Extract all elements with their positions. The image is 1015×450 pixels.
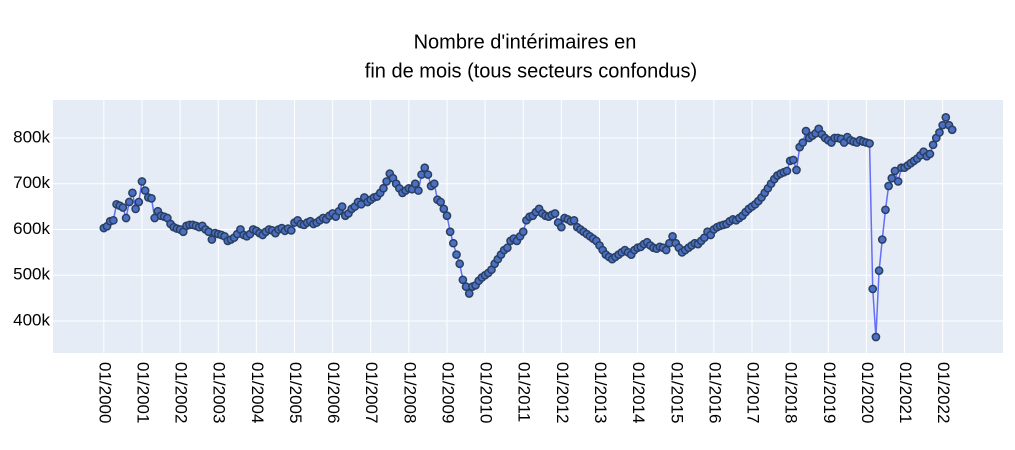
marker xyxy=(458,275,468,285)
marker xyxy=(118,203,128,212)
marker xyxy=(337,202,347,211)
marker xyxy=(455,259,465,269)
marker xyxy=(947,125,957,135)
y-tick-label: 600k xyxy=(13,219,50,238)
x-tick-label: 01/2011 xyxy=(515,362,534,422)
chart-title: Nombre d'intérimaires en xyxy=(414,31,637,53)
marker xyxy=(925,149,935,159)
marker xyxy=(865,139,874,148)
marker xyxy=(868,284,878,294)
marker xyxy=(557,222,566,232)
x-tick-label: 01/2012 xyxy=(553,362,572,423)
y-tick-label: 700k xyxy=(13,173,50,192)
marker xyxy=(569,215,579,225)
marker xyxy=(935,128,944,137)
marker xyxy=(109,215,118,225)
marker xyxy=(877,235,887,244)
marker xyxy=(445,227,455,237)
marker xyxy=(137,177,147,186)
x-tick-label: 01/2017 xyxy=(744,362,763,423)
marker xyxy=(134,197,144,207)
x-tick-label: 01/2014 xyxy=(629,362,648,423)
marker xyxy=(452,250,461,259)
marker xyxy=(439,204,449,214)
x-tick-label: 01/2000 xyxy=(95,362,114,423)
marker xyxy=(550,209,560,218)
marker xyxy=(801,126,811,136)
x-tick-label: 01/2002 xyxy=(172,362,191,423)
x-tick-label: 01/2019 xyxy=(820,362,839,423)
x-tick-label: 01/2022 xyxy=(934,362,953,423)
marker xyxy=(429,179,439,189)
marker xyxy=(788,155,798,165)
marker xyxy=(798,138,808,147)
marker xyxy=(420,163,430,173)
marker xyxy=(379,183,388,193)
marker xyxy=(414,186,423,195)
marker xyxy=(782,166,792,176)
x-tick-label: 01/2020 xyxy=(858,362,877,423)
marker xyxy=(128,188,137,198)
x-tick-label: 01/2009 xyxy=(438,362,457,423)
x-tick-label: 01/2006 xyxy=(324,362,343,423)
x-tick-label: 01/2005 xyxy=(286,362,305,423)
marker xyxy=(884,181,893,191)
chart-title: fin de mois (tous secteurs confondus) xyxy=(365,60,697,82)
marker xyxy=(436,197,445,207)
marker xyxy=(286,226,296,235)
marker xyxy=(871,332,881,342)
marker xyxy=(941,113,951,122)
marker xyxy=(881,205,890,215)
marker xyxy=(124,197,134,207)
marker xyxy=(928,140,938,150)
marker xyxy=(448,238,458,248)
x-tick-label: 01/2003 xyxy=(210,362,229,423)
marker xyxy=(464,289,474,298)
marker xyxy=(442,211,452,221)
x-tick-label: 01/2004 xyxy=(248,362,267,423)
x-tick-label: 01/2016 xyxy=(705,362,724,423)
y-tick-label: 500k xyxy=(13,265,50,284)
marker xyxy=(792,165,801,175)
x-tick-label: 01/2018 xyxy=(782,362,801,423)
marker xyxy=(410,179,420,189)
marker xyxy=(874,266,884,275)
x-tick-label: 01/2021 xyxy=(896,362,915,423)
x-tick-label: 01/2013 xyxy=(591,362,610,423)
marker xyxy=(147,194,156,203)
marker xyxy=(121,213,131,223)
x-tick-label: 01/2010 xyxy=(477,362,496,423)
marker xyxy=(131,204,140,214)
marker xyxy=(661,245,671,255)
marker xyxy=(668,231,677,241)
marker xyxy=(518,227,528,237)
x-tick-label: 01/2015 xyxy=(667,362,686,423)
x-tick-label: 01/2008 xyxy=(400,362,419,423)
marker xyxy=(140,186,150,195)
y-tick-label: 400k xyxy=(13,310,50,329)
marker xyxy=(893,177,903,186)
marker xyxy=(502,243,512,253)
x-tick-label: 01/2007 xyxy=(362,362,381,423)
marker xyxy=(423,170,433,179)
y-tick-label: 800k xyxy=(13,127,50,146)
x-tick-label: 01/2001 xyxy=(133,362,152,423)
